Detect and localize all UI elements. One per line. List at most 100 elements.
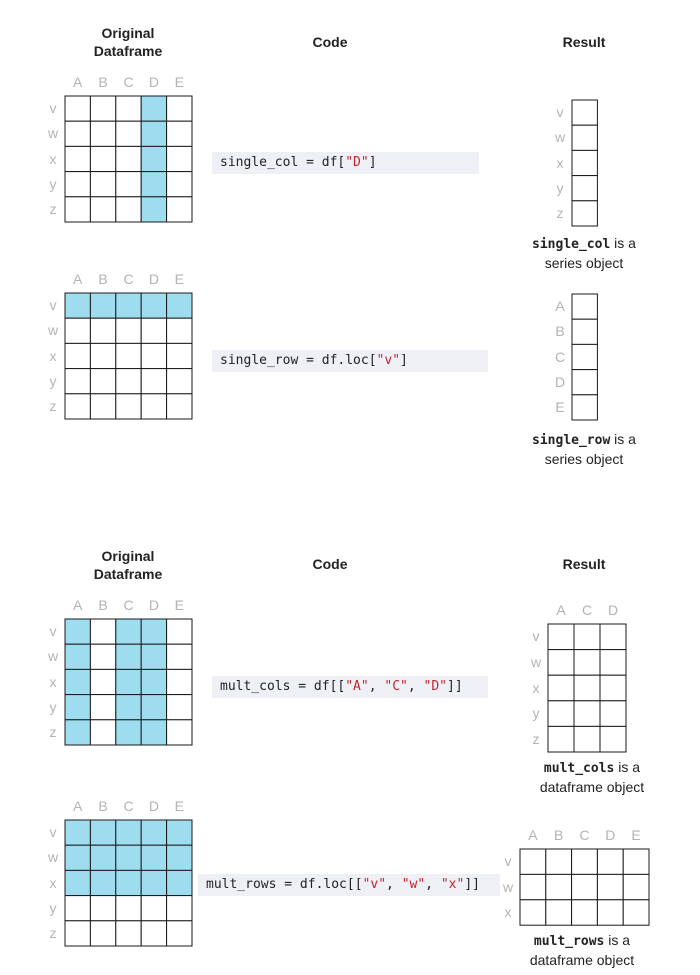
header-original-line1: Original [101,548,155,564]
cell [89,171,117,198]
row-label: y [49,175,57,192]
cell [115,145,142,173]
caption-var: single_row [532,433,611,448]
row-label: x [49,673,57,690]
cell [89,719,117,746]
cell [547,674,575,702]
header-code: Code [312,34,348,50]
code-text: single_row = df.loc[ [220,353,377,368]
cell [140,393,168,420]
code-text: ] [368,155,377,170]
cell [547,725,575,753]
code-single-row: single_row = df.loc["v"] [212,350,488,372]
cell [571,124,598,151]
cell [89,393,117,420]
column-label: C [123,798,134,814]
cell [89,342,117,370]
cell [596,899,624,926]
header-original: Original Dataframe [78,24,178,60]
row-label: v [49,100,57,117]
column-label: B [98,271,108,287]
row-label: E [555,398,565,415]
caption-text: is a [604,932,631,948]
cell [140,342,168,370]
cell [545,899,573,926]
highlighted-cell [115,292,142,319]
code-string: "v" [376,353,401,368]
cell [64,368,91,395]
code-string: "A" [345,679,369,694]
cell [166,393,193,420]
row-label: w [502,878,514,895]
row-label: v [504,853,512,870]
cell [571,175,598,202]
highlighted-cell [166,292,193,319]
code-text: mult_rows = df.loc[[ [206,877,363,892]
highlighted-cell [166,869,193,897]
highlighted-cell [166,844,193,871]
row-label: w [530,653,542,670]
code-text: ]] [464,877,480,892]
column-label: A [73,74,83,90]
cell [166,895,193,922]
caption-var: mult_rows [533,934,605,949]
cell [571,873,598,901]
code-text: , [425,877,441,892]
row-label: z [49,397,57,414]
code-text: mult_cols = df[[ [220,679,346,694]
code-text: single_col = df[ [220,155,346,170]
cell [573,725,601,753]
highlighted-cell [115,643,142,670]
cell [519,873,547,901]
caption-line2: dataframe object [539,779,645,795]
row-label: C [554,348,566,365]
column-label: D [148,597,159,613]
cell [89,368,117,395]
code-text: ] [400,353,408,368]
highlighted-cell [140,719,168,746]
cell [545,848,573,875]
header-result: Result [562,34,606,50]
row-label: x [49,150,57,167]
row-label: x [556,154,564,171]
cell [115,393,142,420]
highlighted-cell [140,120,168,147]
highlighted-cell [140,171,168,198]
column-label: E [631,827,641,843]
highlighted-cell [140,694,168,721]
cell [166,719,193,746]
highlighted-cell [140,869,168,897]
cell [89,95,117,122]
caption-line2: series object [544,255,624,271]
cell [571,200,598,227]
cell [115,95,142,122]
column-label: A [73,798,83,814]
row-label: w [47,648,59,665]
column-label: D [148,271,159,287]
row-label: z [532,730,540,747]
highlighted-cell [115,719,142,746]
row-label: x [49,874,57,891]
row-label: z [49,924,57,941]
cell [547,649,575,676]
cell [166,342,193,370]
cell [64,171,91,198]
caption-var: single_col [532,237,611,252]
column-label: B [554,827,564,843]
cell [64,95,91,122]
cell [596,848,624,875]
column-label: D [148,74,159,90]
highlighted-cell [89,869,117,897]
cell [115,120,142,147]
highlighted-cell [140,145,168,173]
code-string: "D" [423,679,447,694]
code-text: , [368,679,385,694]
row-label: v [532,628,540,645]
column-label: B [98,597,108,613]
cell [573,623,601,651]
cell [64,196,91,223]
